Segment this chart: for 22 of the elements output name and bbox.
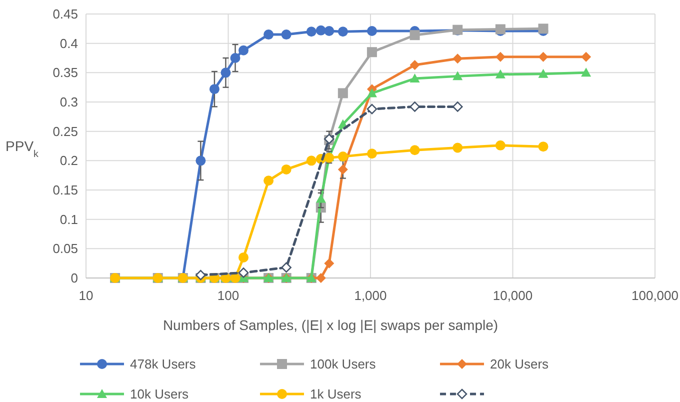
y-tick-label: 0.4 xyxy=(60,36,78,51)
y-tick-label: 0 xyxy=(70,270,78,286)
x-axis-title: Numbers of Samples, (|E| x log |E| swaps per sample) xyxy=(162,317,498,333)
legend-label: 1k Users xyxy=(310,386,362,402)
y-tick-label: 0.2 xyxy=(60,153,78,168)
y-tick-label: 0.15 xyxy=(52,182,78,198)
legend-label: 10k Users xyxy=(130,386,190,402)
legend-label: 20k Users xyxy=(490,356,550,372)
y-tick-label: 0.45 xyxy=(52,6,78,22)
y-tick-label: 0.25 xyxy=(52,124,78,139)
y-tick-label: 0.1 xyxy=(60,212,78,227)
y-tick-label: 0.3 xyxy=(60,94,78,110)
y-tick-label: 0.35 xyxy=(52,65,78,80)
x-tick-label: 10 xyxy=(78,288,94,303)
y-axis-title: PPV$_{k}$ xyxy=(6,138,39,160)
x-tick-label: 100,000 xyxy=(632,288,678,303)
legend-label: 478k Users xyxy=(130,356,196,372)
x-tick-label: 100 xyxy=(217,288,240,303)
x-tick-label: 1,000 xyxy=(354,288,387,303)
legend-label: 100k Users xyxy=(310,356,376,372)
x-tick-label: 10,000 xyxy=(492,288,533,303)
y-tick-label: 0.05 xyxy=(52,241,78,256)
